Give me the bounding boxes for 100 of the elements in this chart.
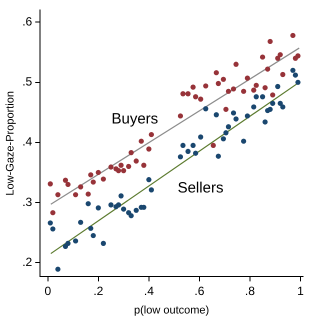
point [233,62,239,67]
x-axis-title: p(low outcome) [134,304,210,316]
point [146,177,152,182]
point [251,88,256,93]
point [96,170,101,176]
point [86,201,91,206]
point [108,164,114,170]
point [241,88,246,94]
point [268,106,273,112]
point [270,100,276,106]
point [180,91,186,96]
point [118,193,124,198]
point [292,72,298,78]
point [86,191,91,197]
point [216,154,221,159]
point [72,192,78,198]
y-tick-label: .4 [22,134,33,149]
x-tick-label: .2 [93,284,104,298]
annotation: Sellers [178,180,224,197]
point [220,76,226,82]
x-tick-label: .6 [194,284,205,298]
point [62,178,68,183]
point [230,86,236,92]
point [96,205,101,210]
point [190,142,196,148]
point [198,96,204,102]
point [244,113,250,119]
point [265,66,270,72]
point [260,54,266,60]
point [138,138,144,144]
point [128,213,134,218]
point [65,182,71,188]
x-tick-label: 0 [44,284,52,298]
point [72,238,78,244]
point [100,176,106,182]
point [180,142,186,148]
point [214,70,219,76]
point [50,210,56,216]
point [233,116,239,122]
point [216,80,221,86]
point [148,187,154,192]
point [185,148,191,154]
point [290,68,296,73]
point [108,202,114,208]
point [214,112,219,118]
point [48,220,53,226]
point [254,82,259,88]
point [260,94,266,100]
x-tick-label: .8 [244,284,256,298]
point [254,94,259,100]
point [48,181,53,186]
point [55,266,60,272]
point [128,150,134,156]
point [198,134,204,140]
point [78,220,84,225]
point [262,85,268,90]
point [203,83,208,89]
point [78,184,84,190]
point [230,110,236,116]
point [270,92,276,98]
x-tick-label: 1 [297,284,304,298]
point [278,100,283,106]
annotation: Buyers [111,110,158,128]
point [120,168,126,174]
y-axis-title: Low-Gaze-Proportion [4,91,17,196]
point [141,162,146,168]
point [220,136,226,142]
point [90,232,96,238]
point [203,106,208,112]
point [65,240,71,246]
point [226,124,232,130]
point [262,119,268,125]
point [90,179,96,185]
point [290,32,296,38]
y-tick-label: .6 [22,14,33,29]
point [88,226,94,231]
point [193,150,198,156]
point [178,113,184,119]
y-tick-label: .5 [22,74,33,89]
point [244,76,250,81]
point [190,84,196,90]
point [100,240,106,246]
point [118,162,124,168]
point [295,53,301,58]
y-tick-label: .3 [22,194,33,209]
point [185,91,191,96]
point [268,38,273,44]
point [146,146,152,152]
point [226,88,232,94]
point [148,132,154,138]
point [280,104,286,110]
point [50,226,56,232]
point [275,56,280,61]
point [178,154,184,160]
point [251,104,256,110]
point [116,168,122,174]
point [223,130,229,136]
x-tick-label: .4 [144,284,154,298]
y-tick-label: .2 [22,254,33,269]
point [193,94,198,100]
